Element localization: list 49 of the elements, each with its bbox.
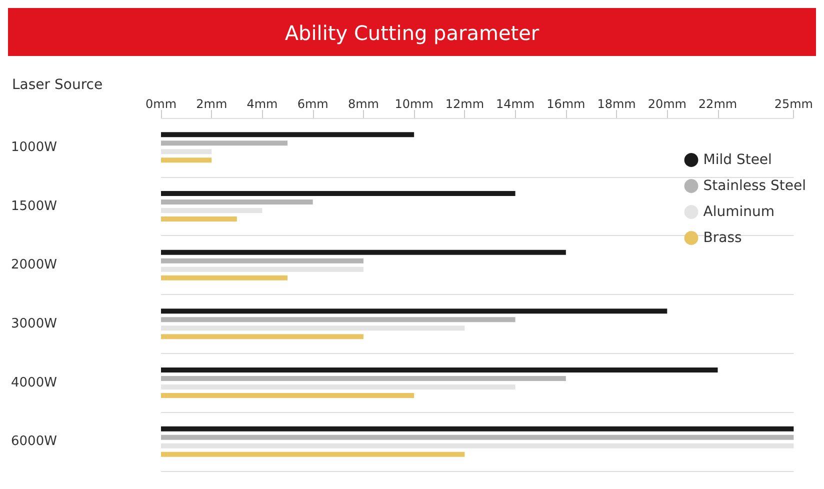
bar <box>161 317 516 322</box>
x-tick-label: 14mm <box>496 97 535 111</box>
x-tick-label: 18mm <box>597 97 636 111</box>
bar <box>161 266 364 272</box>
bar <box>161 326 465 331</box>
x-tick-label: 16mm <box>546 97 586 111</box>
bar <box>161 275 288 280</box>
y-tick-label: 6000W <box>11 434 58 450</box>
bar <box>161 216 237 222</box>
legend-label: Mild Steel <box>703 152 772 168</box>
legend-label: Brass <box>703 230 742 246</box>
bar <box>161 308 668 314</box>
y-tick-label: 2000W <box>11 258 58 273</box>
bar <box>161 393 414 398</box>
x-tick-label: 22mm <box>698 97 738 111</box>
bar <box>161 149 212 154</box>
bar <box>161 191 516 196</box>
x-tick-label: 12mm <box>445 97 484 111</box>
x-tick-label: 2mm <box>196 97 228 111</box>
bar <box>161 250 566 255</box>
y-tick-label: 1000W <box>11 140 58 155</box>
x-tick-label: 8mm <box>348 97 379 111</box>
bar <box>161 208 262 213</box>
x-tick-label: 0mm <box>145 97 177 111</box>
bar <box>161 140 288 146</box>
x-tick-label: 4mm <box>246 97 278 111</box>
bar <box>161 132 414 138</box>
x-tick-label: 10mm <box>394 97 434 111</box>
chart-title: Ability Cutting parameter <box>284 21 540 45</box>
bar <box>161 158 212 163</box>
x-tick-label: 25mm <box>774 97 814 111</box>
bar <box>161 200 313 204</box>
x-tick-label: 6mm <box>297 97 328 111</box>
bar <box>161 443 794 448</box>
legend-label: Stainless Steel <box>703 178 806 194</box>
bar <box>161 426 794 432</box>
bar <box>161 434 794 440</box>
legend-label: Aluminum <box>703 204 775 220</box>
bar <box>161 452 465 457</box>
bar <box>161 368 718 372</box>
bar <box>161 384 516 390</box>
y-axis-title: Laser Source <box>12 77 103 93</box>
bar <box>161 258 364 264</box>
y-tick-label: 3000W <box>11 316 58 332</box>
y-tick-label: 4000W <box>11 375 58 390</box>
y-tick-label: 1500W <box>11 198 58 214</box>
bar <box>161 334 364 340</box>
bar <box>161 376 566 381</box>
x-tick-label: 20mm <box>648 97 686 111</box>
